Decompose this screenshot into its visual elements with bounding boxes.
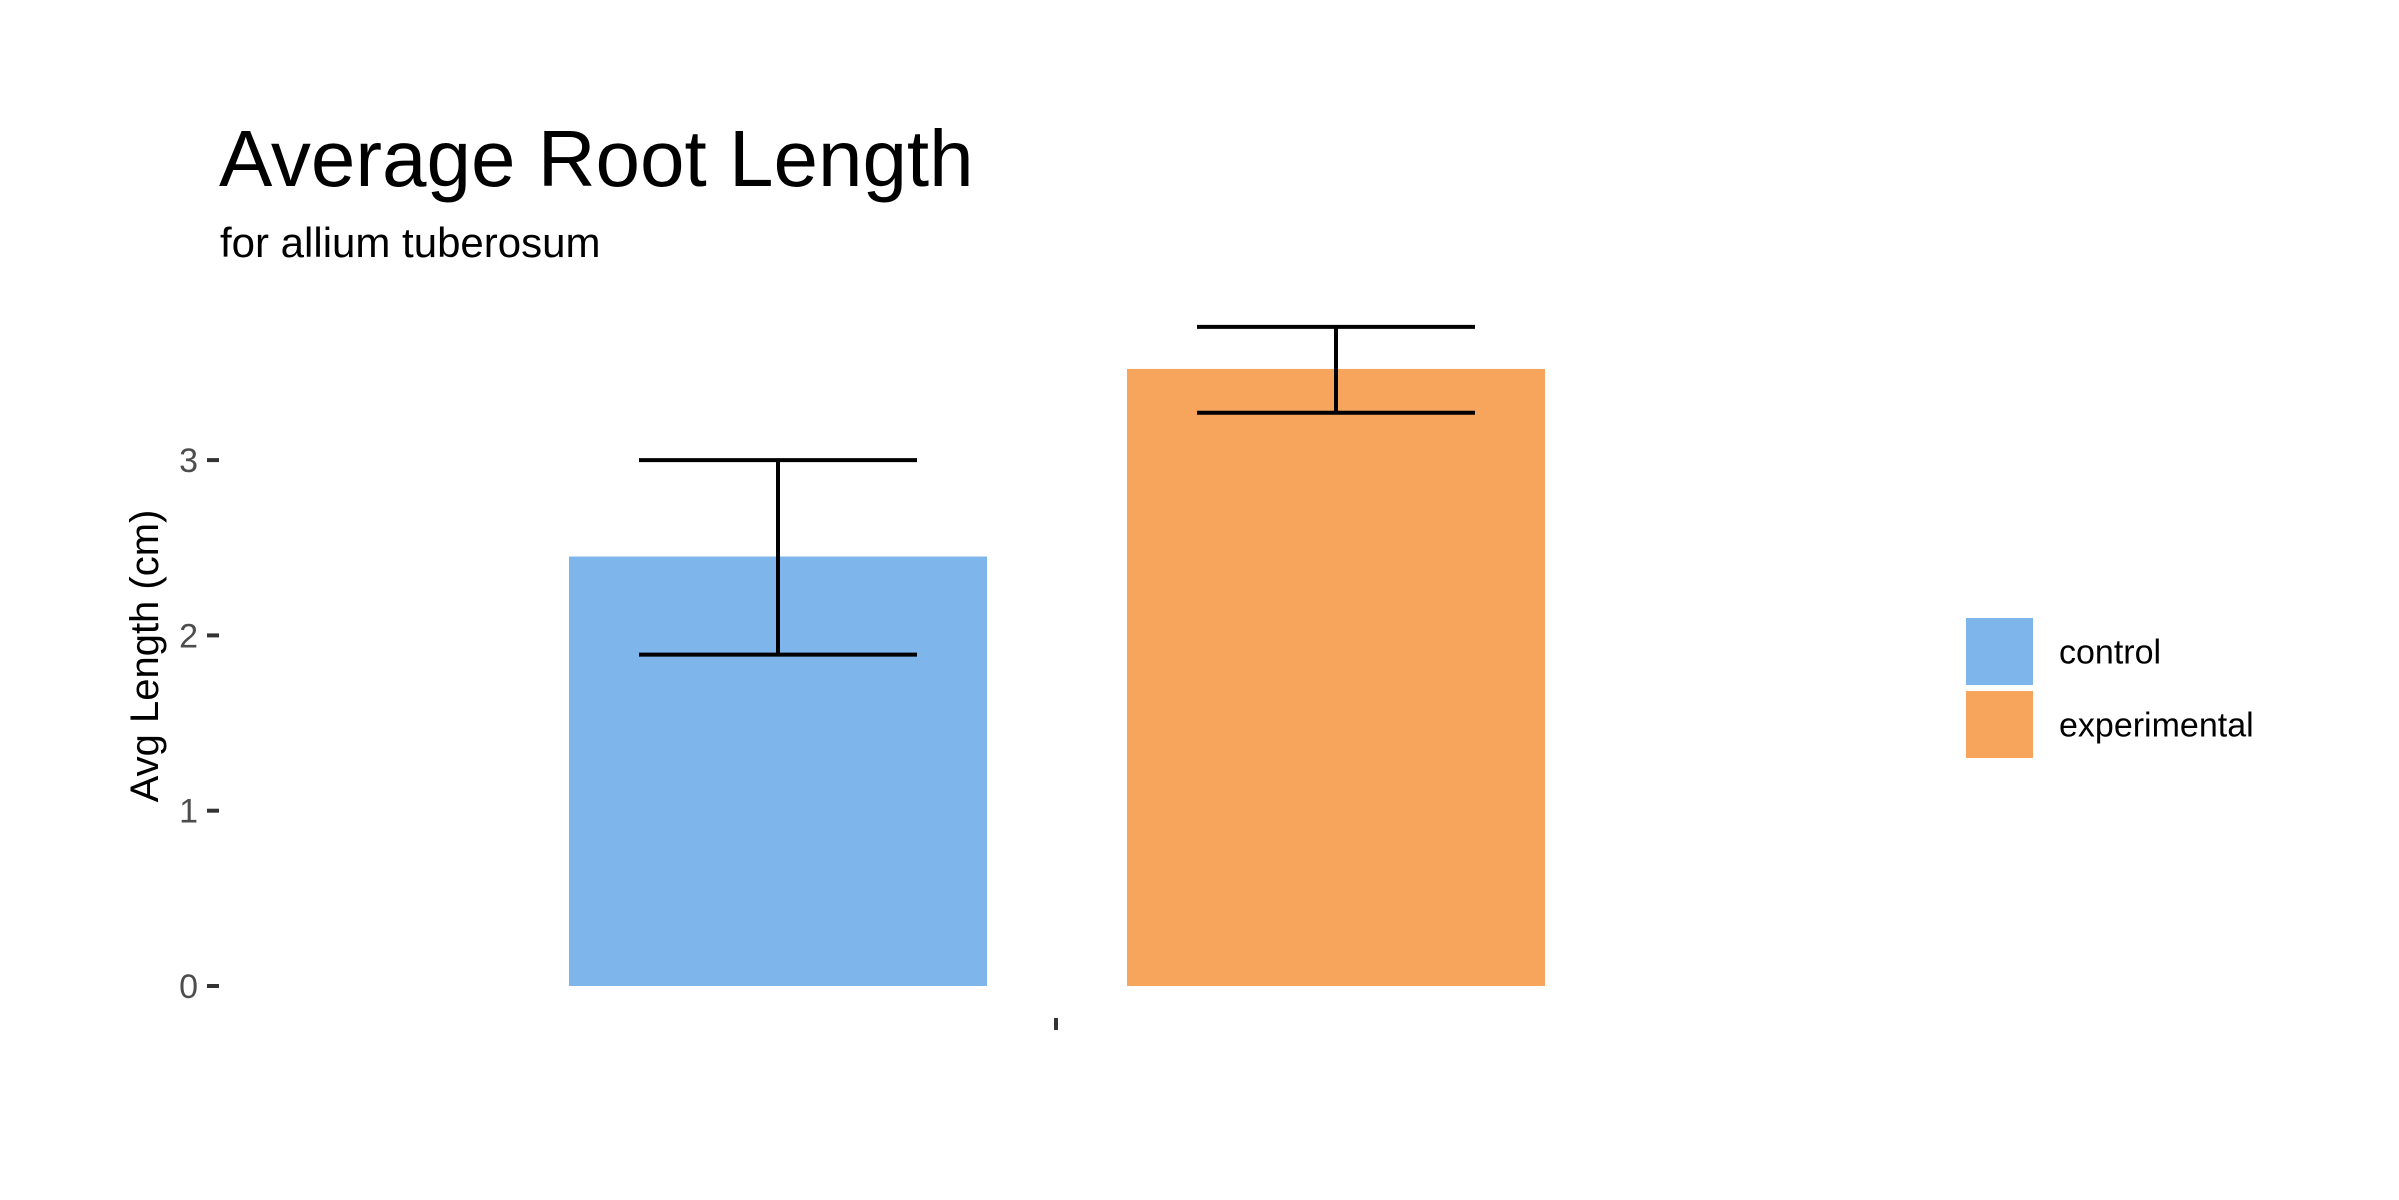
- chart-subtitle: for allium tuberosum: [220, 219, 600, 266]
- y-tick-label-3: 3: [179, 442, 198, 480]
- y-tick-label-0: 0: [179, 968, 198, 1006]
- legend-label-experimental: experimental: [2059, 707, 2254, 745]
- y-axis: 0 1 2 3: [179, 442, 219, 1006]
- legend-key-experimental: [1966, 691, 2033, 758]
- y-tick-label-1: 1: [179, 793, 198, 831]
- y-axis-label: Avg Length (cm): [123, 510, 167, 803]
- legend: control experimental: [1966, 618, 2254, 758]
- legend-label-control: control: [2059, 634, 2161, 672]
- chart-title: Average Root Length: [219, 114, 974, 203]
- bar-experimental: [1127, 369, 1545, 986]
- y-tick-label-2: 2: [179, 617, 198, 655]
- legend-key-control: [1966, 618, 2033, 685]
